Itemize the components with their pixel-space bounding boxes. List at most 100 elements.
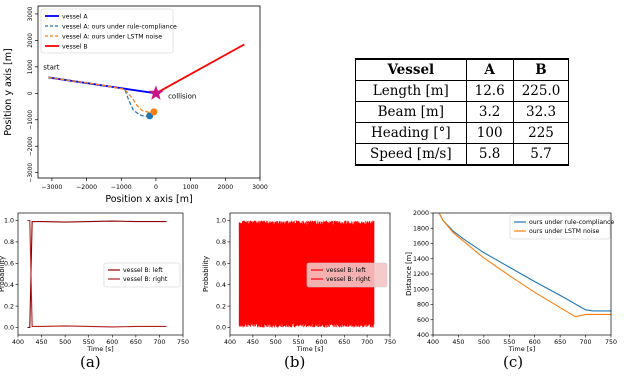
x-axis-label: Time [s] bbox=[86, 345, 113, 353]
series-line bbox=[48, 76, 154, 113]
table-cell: Heading [°] bbox=[355, 122, 467, 144]
x-tick-label: −2000 bbox=[76, 184, 97, 191]
y-tick-label: 0.4 bbox=[4, 282, 14, 289]
table-header-a: A bbox=[465, 58, 514, 81]
table-cell: 3.2 bbox=[465, 101, 514, 123]
legend-label: ours under rule-compliance bbox=[529, 219, 614, 226]
series-line bbox=[48, 76, 150, 118]
x-tick-label: 700 bbox=[153, 339, 165, 346]
x-tick-label: −1000 bbox=[111, 184, 132, 191]
legend-label: ours under LSTM noise bbox=[529, 228, 600, 235]
y-tick-label: −1000 bbox=[28, 110, 34, 130]
x-tick-label: 3000 bbox=[252, 184, 268, 191]
plot-area bbox=[438, 213, 611, 318]
x-tick-label: 500 bbox=[59, 339, 71, 346]
y-tick-label: 0.6 bbox=[216, 260, 226, 267]
x-axis-label: Time [s] bbox=[508, 345, 535, 353]
legend-label: vessel B: right bbox=[326, 276, 371, 283]
table-header-row: Vessel A B bbox=[355, 58, 570, 81]
y-tick-label: 800 bbox=[417, 302, 429, 309]
trajectory-markers bbox=[146, 85, 164, 120]
y-tick-label: 0.8 bbox=[216, 239, 226, 246]
y-tick-label: −3000 bbox=[28, 163, 34, 183]
y-axis-label: Probability bbox=[202, 256, 210, 292]
trajectory-ticks: −3000 −2000 −1000 0 1000 2000 3000 −3000 −2000 −1… bbox=[28, 6, 268, 191]
y-tick-label: −2000 bbox=[28, 136, 34, 156]
series-line bbox=[438, 213, 611, 318]
y-tick-label: 1800 bbox=[413, 225, 429, 232]
table-cell: 32.3 bbox=[512, 101, 570, 123]
x-tick-label: 500 bbox=[270, 339, 282, 346]
x-tick-label: 550 bbox=[503, 339, 515, 346]
plot-frame bbox=[17, 212, 184, 336]
x-tick-label: 1000 bbox=[183, 184, 199, 191]
trajectory-annotations: start collision bbox=[43, 64, 196, 101]
y-tick-label: 1000 bbox=[413, 286, 429, 293]
legend-label: vessel A: ours under rule-compliance bbox=[62, 23, 177, 30]
x-tick-label: 600 bbox=[529, 339, 541, 346]
table-header-b: B bbox=[512, 58, 570, 81]
table-cell: Speed [m/s] bbox=[355, 143, 467, 166]
y-axis-label: Distance [m] bbox=[405, 252, 413, 296]
table-row: Heading [°] 100 225 bbox=[355, 122, 570, 144]
legend-box bbox=[306, 262, 388, 288]
x-tick-label: 400 bbox=[224, 339, 236, 346]
trajectory-y-label: Position y axis [m] bbox=[3, 48, 14, 135]
table-header-vessel: Vessel bbox=[355, 58, 467, 81]
legend-label: vessel B bbox=[62, 43, 88, 50]
x-tick-label: 450 bbox=[247, 339, 259, 346]
x-tick-label: 650 bbox=[554, 339, 566, 346]
legend-label: vessel A: ours under LSTM noise bbox=[62, 33, 162, 40]
x-tick-label: 500 bbox=[478, 339, 490, 346]
y-tick-label: 0.0 bbox=[4, 325, 14, 332]
y-tick-label: 0.8 bbox=[4, 239, 14, 246]
y-tick-label: 1400 bbox=[413, 256, 429, 263]
annotation-label: collision bbox=[168, 93, 196, 101]
x-tick-label: 450 bbox=[452, 339, 464, 346]
trajectory-x-label: Position x axis [m] bbox=[105, 194, 192, 205]
annotation-label: start bbox=[43, 64, 60, 72]
y-tick-label: 1600 bbox=[413, 241, 429, 248]
caption-b: (b) bbox=[284, 353, 306, 371]
table-row: Speed [m/s] 5.8 5.7 bbox=[355, 143, 570, 166]
table-cell: 100 bbox=[465, 122, 514, 144]
x-tick-label: 700 bbox=[361, 339, 373, 346]
table-cell: Beam [m] bbox=[355, 101, 467, 123]
y-tick-label: 0.4 bbox=[216, 282, 226, 289]
x-tick-label: 750 bbox=[384, 339, 396, 346]
x-tick-label: 650 bbox=[338, 339, 350, 346]
probability-chart-a: 400 450 500 550 600 650 700 750 0.0 0.2 0.4 0.6 0.8 1… bbox=[0, 212, 189, 353]
trajectory-chart: −3000 −2000 −1000 0 1000 2000 3000 −3000 −2000 −1… bbox=[3, 5, 268, 205]
x-axis-label: Time [s] bbox=[296, 345, 323, 353]
end-point-marker bbox=[150, 108, 158, 116]
x-tick-label: 600 bbox=[106, 339, 118, 346]
caption-a: (a) bbox=[80, 353, 101, 371]
series-line bbox=[238, 220, 375, 328]
table-cell: 225 bbox=[512, 122, 570, 144]
y-tick-label: 0.2 bbox=[216, 303, 226, 310]
x-tick-label: 0 bbox=[154, 184, 158, 191]
probability-chart-b: 400 450 500 550 600 650 700 750 0.0 0.2 0.4 0.6 0.8 1… bbox=[202, 212, 396, 353]
y-tick-label: 600 bbox=[417, 317, 429, 324]
y-tick-label: 400 bbox=[417, 332, 429, 339]
x-tick-label: 650 bbox=[130, 339, 142, 346]
legend-label: vessel A bbox=[62, 13, 88, 20]
y-tick-label: 1.0 bbox=[216, 218, 226, 225]
plot-frame bbox=[229, 212, 391, 336]
x-tick-label: 550 bbox=[293, 339, 305, 346]
x-tick-label: 400 bbox=[12, 339, 24, 346]
x-tick-label: 550 bbox=[83, 339, 95, 346]
y-tick-label: 0 bbox=[28, 91, 34, 95]
collision-star-marker bbox=[148, 85, 164, 100]
trajectory-frame bbox=[37, 5, 261, 179]
trajectory-legend: vessel A vessel A: ours under rule-compli… bbox=[40, 8, 177, 54]
distance-chart-c: 400 450 500 550 600 650 700 750 400 600 800 1000 120… bbox=[405, 210, 617, 353]
series-line bbox=[27, 219, 167, 328]
y-tick-label: 2000 bbox=[413, 210, 429, 217]
table-cell: 225.0 bbox=[512, 80, 570, 102]
series-line bbox=[155, 43, 245, 95]
legend-label: vessel B: left bbox=[123, 267, 163, 274]
y-tick-label: 0.2 bbox=[4, 303, 14, 310]
x-tick-label: 2000 bbox=[217, 184, 233, 191]
vessel-parameters-table: Vessel A B Length [m] 12.6 225.0 Beam [m… bbox=[355, 58, 570, 166]
